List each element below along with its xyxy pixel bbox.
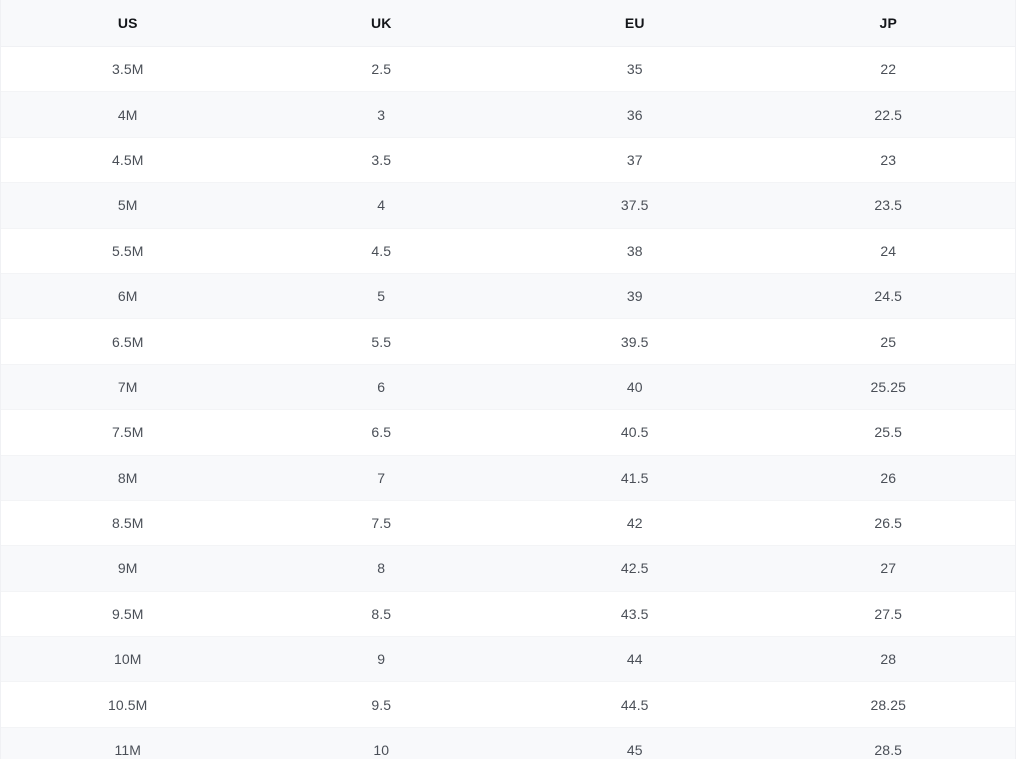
cell-jp: 26 (761, 455, 1015, 501)
table-row: 10M 9 44 28 (1, 636, 1015, 683)
cell-jp: 25.5 (761, 409, 1015, 456)
column-header-us: US (1, 0, 255, 47)
cell-jp: 23.5 (761, 182, 1015, 229)
cell-eu: 40 (508, 364, 762, 411)
cell-eu: 39.5 (508, 318, 762, 365)
table-row: 9.5M 8.5 43.5 27.5 (1, 591, 1015, 638)
cell-uk: 3 (254, 91, 508, 138)
cell-eu: 42.5 (508, 545, 762, 592)
cell-us: 6.5M (1, 318, 255, 365)
cell-jp: 26.5 (761, 500, 1015, 547)
cell-eu: 41.5 (508, 455, 762, 501)
cell-uk: 6.5 (254, 409, 508, 456)
cell-uk: 9 (254, 636, 508, 683)
cell-us: 9M (1, 545, 255, 592)
table-row: 8M 7 41.5 26 (1, 455, 1015, 501)
cell-jp: 28.5 (761, 727, 1015, 759)
cell-uk: 4 (254, 182, 508, 229)
cell-us: 8M (1, 455, 255, 501)
cell-us: 7.5M (1, 409, 255, 456)
cell-uk: 5 (254, 273, 508, 320)
table-row: 4M 3 36 22.5 (1, 91, 1015, 138)
cell-us: 4M (1, 91, 255, 138)
table-row: 5.5M 4.5 38 24 (1, 228, 1015, 274)
table-row: 4.5M 3.5 37 23 (1, 137, 1015, 184)
cell-uk: 2.5 (254, 46, 508, 93)
cell-eu: 44.5 (508, 681, 762, 728)
cell-us: 11M (1, 727, 255, 759)
cell-us: 9.5M (1, 591, 255, 638)
cell-jp: 27.5 (761, 591, 1015, 638)
table-row: 10.5M 9.5 44.5 28.25 (1, 681, 1015, 728)
table-header: US UK EU JP (1, 0, 1015, 47)
cell-eu: 36 (508, 91, 762, 138)
cell-jp: 22.5 (761, 91, 1015, 138)
cell-us: 5M (1, 182, 255, 229)
table-row: 5M 4 37.5 23.5 (1, 182, 1015, 229)
cell-uk: 10 (254, 727, 508, 759)
cell-uk: 8 (254, 545, 508, 592)
cell-jp: 25 (761, 318, 1015, 365)
column-header-uk: UK (254, 0, 508, 47)
cell-us: 5.5M (1, 228, 255, 274)
cell-uk: 7 (254, 455, 508, 501)
cell-eu: 37.5 (508, 182, 762, 229)
cell-us: 6M (1, 273, 255, 320)
cell-eu: 40.5 (508, 409, 762, 456)
cell-us: 4.5M (1, 137, 255, 184)
cell-us: 7M (1, 364, 255, 411)
column-header-jp: JP (761, 0, 1015, 47)
cell-uk: 5.5 (254, 318, 508, 365)
column-header-eu: EU (508, 0, 762, 47)
table-row: 6M 5 39 24.5 (1, 273, 1015, 320)
cell-jp: 28 (761, 636, 1015, 683)
table-header-row: US UK EU JP (1, 0, 1015, 47)
cell-uk: 3.5 (254, 137, 508, 184)
cell-us: 8.5M (1, 500, 255, 547)
table-row: 8.5M 7.5 42 26.5 (1, 500, 1015, 547)
cell-uk: 4.5 (254, 228, 508, 274)
table-row: 3.5M 2.5 35 22 (1, 46, 1015, 93)
cell-eu: 42 (508, 500, 762, 547)
cell-eu: 37 (508, 137, 762, 184)
table-row: 11M 10 45 28.5 (1, 727, 1015, 759)
cell-uk: 9.5 (254, 681, 508, 728)
cell-jp: 24 (761, 228, 1015, 274)
cell-eu: 39 (508, 273, 762, 320)
table-row: 6.5M 5.5 39.5 25 (1, 318, 1015, 365)
cell-jp: 23 (761, 137, 1015, 184)
cell-uk: 7.5 (254, 500, 508, 547)
cell-jp: 27 (761, 545, 1015, 592)
cell-eu: 45 (508, 727, 762, 759)
table-row: 7M 6 40 25.25 (1, 364, 1015, 411)
cell-us: 3.5M (1, 46, 255, 93)
table-row: 9M 8 42.5 27 (1, 545, 1015, 592)
cell-uk: 6 (254, 364, 508, 411)
cell-us: 10.5M (1, 681, 255, 728)
cell-eu: 35 (508, 46, 762, 93)
cell-jp: 22 (761, 46, 1015, 93)
cell-eu: 38 (508, 228, 762, 274)
cell-jp: 28.25 (761, 681, 1015, 728)
cell-jp: 25.25 (761, 364, 1015, 411)
cell-us: 10M (1, 636, 255, 683)
table-row: 7.5M 6.5 40.5 25.5 (1, 409, 1015, 456)
cell-jp: 24.5 (761, 273, 1015, 320)
cell-uk: 8.5 (254, 591, 508, 638)
cell-eu: 43.5 (508, 591, 762, 638)
table-body: 3.5M 2.5 35 22 4M 3 36 22.5 4.5M 3.5 37 23 5M 4 37.5 23… (1, 46, 1015, 759)
cell-eu: 44 (508, 636, 762, 683)
